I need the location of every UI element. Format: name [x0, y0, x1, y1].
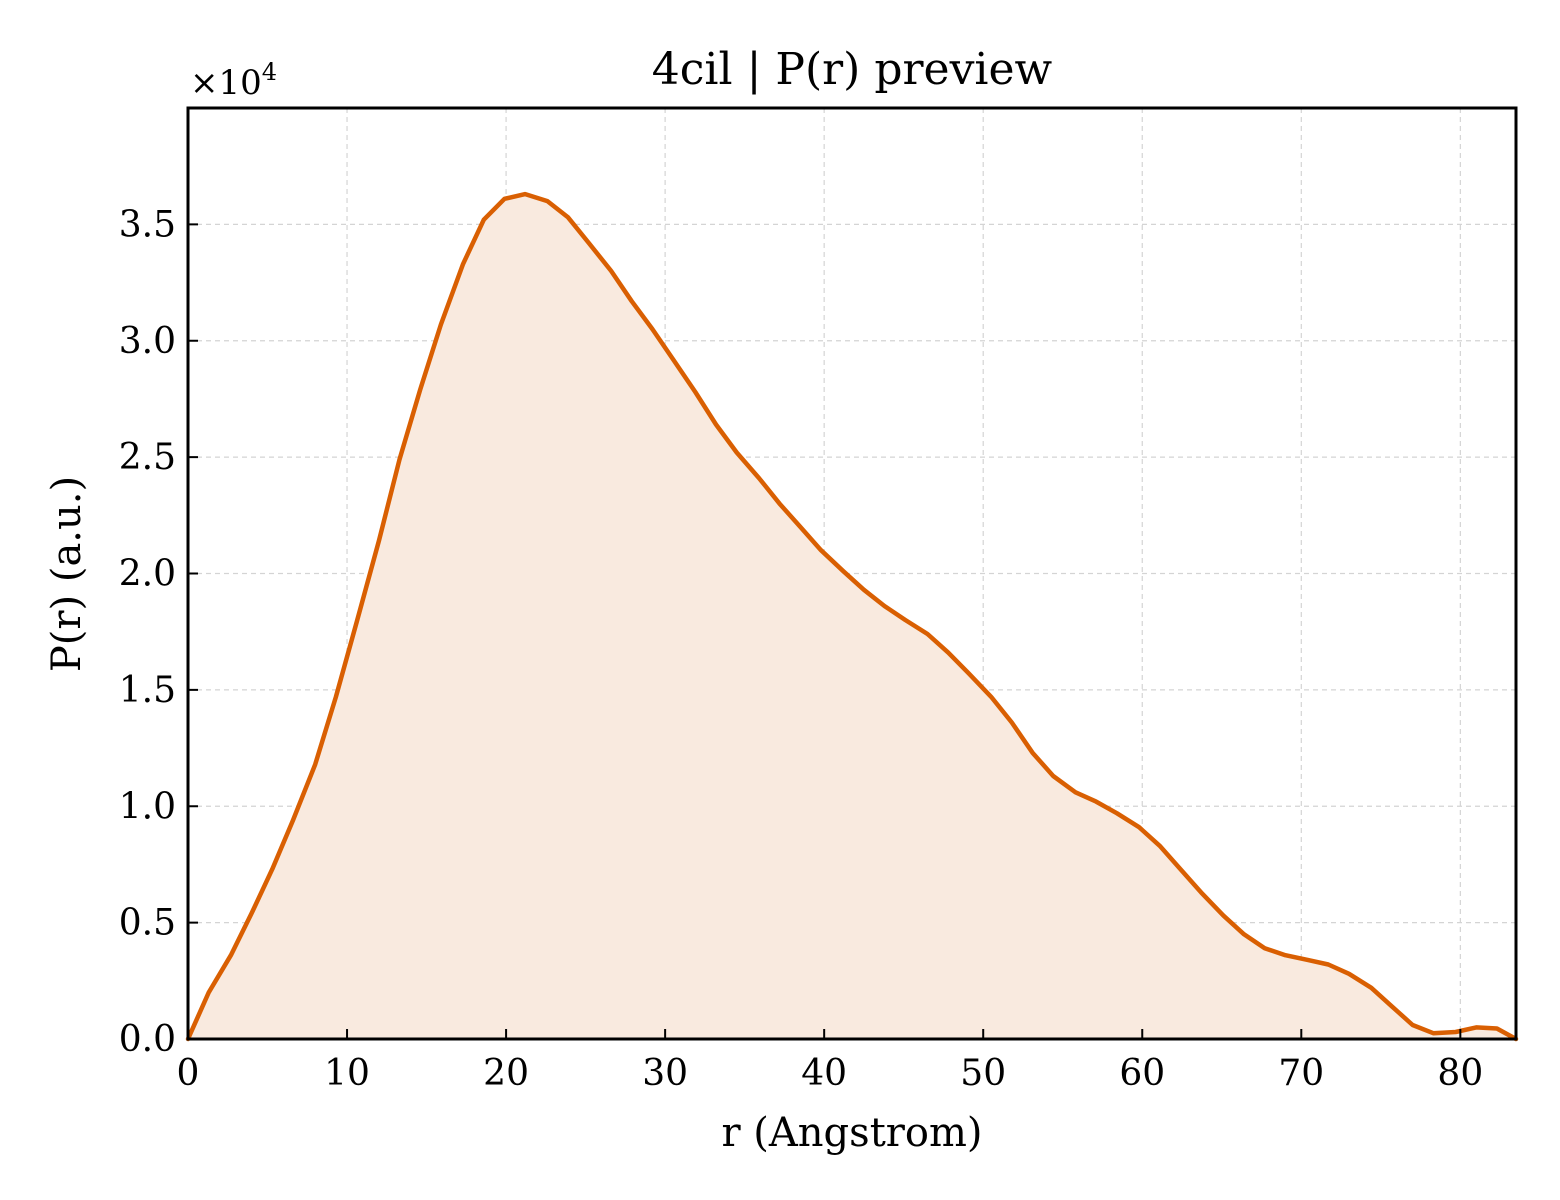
x-tick-label: 40: [801, 1053, 847, 1094]
x-tick-label: 70: [1278, 1053, 1324, 1094]
chart-title: 4cil | P(r) preview: [652, 44, 1053, 95]
y-multiplier: ×104: [190, 58, 277, 103]
y-tick-label: 3.0: [119, 321, 176, 362]
y-multiplier-exponent: 4: [262, 58, 277, 86]
pr-series-line: [185, 191, 1519, 1042]
x-axis-label: r (Angstrom): [721, 1110, 982, 1156]
x-tick-label: 20: [483, 1053, 529, 1094]
y-tick-label: 2.0: [119, 554, 176, 595]
y-tick-label: 1.5: [119, 670, 176, 711]
y-tick-label: 3.5: [119, 204, 176, 245]
y-multiplier-base: ×10: [190, 63, 262, 103]
x-tick-label: 80: [1437, 1053, 1483, 1094]
y-tick-label: 0.0: [119, 1019, 176, 1060]
y-axis-label: P(r) (a.u.): [44, 476, 90, 672]
y-tick-label: 1.0: [119, 786, 176, 827]
x-tick-label: 60: [1119, 1053, 1165, 1094]
x-tick-label: 50: [960, 1053, 1006, 1094]
ticks: 0 10 20 30 40 50 60 70 80 0.0 0.5 1.0 1.5 2.0 2.5 3.0 3.…: [119, 204, 1484, 1094]
pr-area-fill: [188, 194, 1516, 1040]
y-tick-label: 0.5: [119, 903, 176, 944]
y-tick-label: 2.5: [119, 437, 176, 478]
x-tick-label: 10: [324, 1053, 370, 1094]
x-tick-label: 30: [642, 1053, 688, 1094]
x-tick-label: 0: [177, 1053, 200, 1094]
